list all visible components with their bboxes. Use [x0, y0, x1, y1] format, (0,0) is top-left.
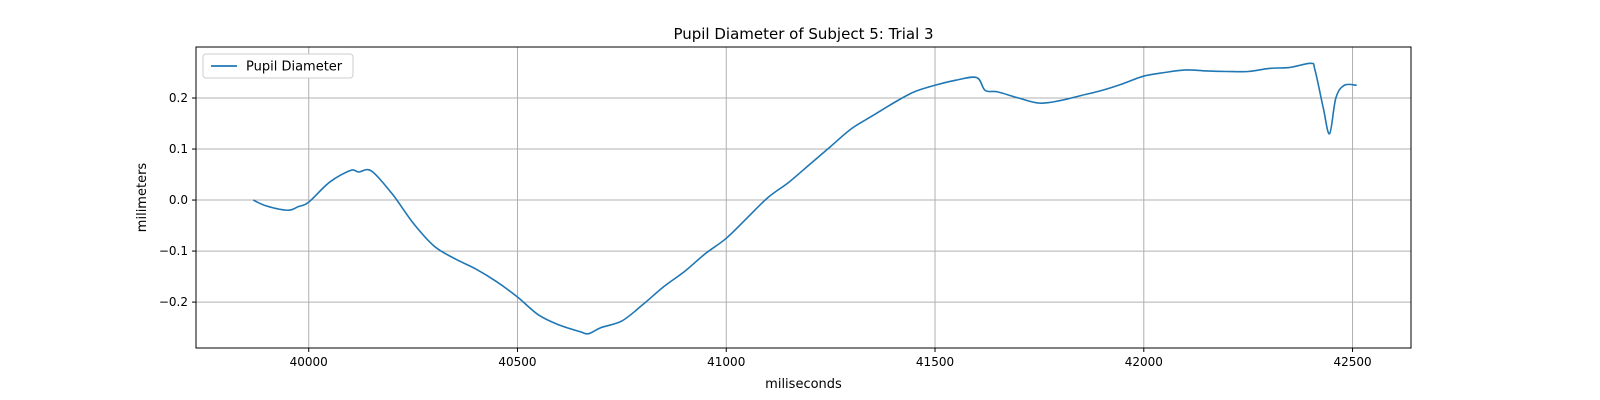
plot-area-frame [195, 46, 1412, 349]
y-tick-label: 0.1 [169, 142, 188, 156]
y-tick-label: −0.2 [159, 295, 188, 309]
x-tick-label: 41000 [707, 355, 745, 369]
series-line-pupil-diameter [252, 62, 1357, 335]
y-tick-label: 0.2 [169, 91, 188, 105]
x-tick-label: 42000 [1125, 355, 1163, 369]
legend-label-pupil-diameter: Pupil Diameter [246, 60, 343, 75]
x-tick-label: 40000 [290, 355, 328, 369]
ticks-layer: 40000 40500 41000 41500 42000 42500 −0.2 −0.1 0.… [159, 91, 1372, 369]
series-layer [252, 62, 1357, 335]
x-tick-label: 40500 [498, 355, 536, 369]
chart-title: Pupil Diameter of Subject 5: Trial 3 [673, 25, 933, 43]
y-tick-label: −0.1 [159, 244, 188, 258]
x-tick-label: 42500 [1333, 355, 1371, 369]
grid-layer [196, 47, 1411, 348]
y-axis-label: milimeters [135, 163, 150, 233]
x-tick-label: 41500 [916, 355, 954, 369]
legend: Pupil Diameter [202, 53, 354, 79]
x-axis-label: miliseconds [765, 377, 842, 392]
legend-box [202, 53, 354, 79]
y-tick-label: 0.0 [169, 193, 188, 207]
